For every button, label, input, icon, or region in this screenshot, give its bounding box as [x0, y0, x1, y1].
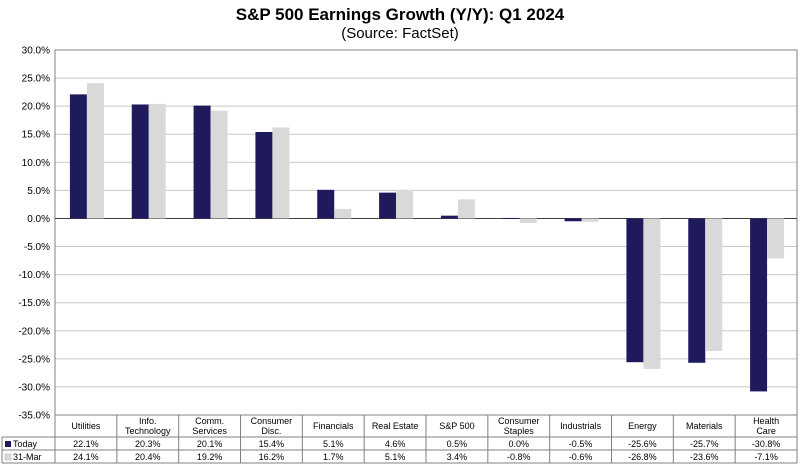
category-label: Staples [504, 426, 535, 436]
category-label: Consumer [498, 416, 540, 426]
category-label: S&P 500 [439, 421, 474, 431]
category-label: Info. [139, 416, 157, 426]
data-label: 20.1% [197, 439, 223, 449]
data-label: -23.6% [690, 452, 719, 462]
data-label: 0.0% [508, 439, 529, 449]
bar-today [688, 218, 706, 363]
chart-title: S&P 500 Earnings Growth (Y/Y): Q1 2024 [235, 5, 565, 24]
legend-key-today [5, 441, 11, 447]
bar-today [564, 218, 582, 222]
bar-today [317, 189, 335, 219]
data-label: 5.1% [385, 452, 406, 462]
bar-31-mar [519, 218, 537, 223]
bar-today [626, 218, 644, 363]
category-label: Comm. [195, 416, 224, 426]
category-label: Materials [686, 421, 723, 431]
data-label: 24.1% [73, 452, 99, 462]
category-label: Care [756, 426, 776, 436]
bar-31-mar [457, 199, 475, 219]
bar-today [440, 215, 458, 219]
y-tick-label: -25.0% [18, 354, 50, 365]
plot-border [54, 49, 798, 416]
legend-key-31-mar [4, 453, 12, 461]
legend-label: Today [13, 439, 38, 449]
y-tick-label: 0.0% [27, 214, 50, 225]
bar-today [255, 131, 273, 219]
y-tick-label: 20.0% [22, 102, 50, 113]
bar-31-mar [705, 218, 723, 351]
data-label: 1.7% [323, 452, 344, 462]
data-label: 3.4% [447, 452, 468, 462]
y-tick-label: 15.0% [22, 130, 50, 141]
y-tick-label: -10.0% [18, 270, 50, 281]
data-label: -25.7% [690, 439, 719, 449]
y-tick-label: -15.0% [18, 298, 50, 309]
bar-31-mar [86, 83, 104, 219]
y-tick-label: -20.0% [18, 326, 50, 337]
category-label: Services [192, 426, 227, 436]
y-tick-label: 5.0% [27, 186, 50, 197]
category-label: Consumer [251, 416, 293, 426]
data-label: 22.1% [73, 439, 99, 449]
legend-label: 31-Mar [13, 452, 42, 462]
data-label: -26.8% [628, 452, 657, 462]
bar-31-mar [334, 208, 352, 219]
data-label: 0.5% [447, 439, 468, 449]
bar-31-mar [148, 103, 166, 219]
data-label: -0.5% [569, 439, 593, 449]
y-tick-label: -30.0% [18, 382, 50, 393]
bar-today [750, 218, 768, 392]
data-label: -25.6% [628, 439, 657, 449]
data-label: 16.2% [259, 452, 285, 462]
data-label: 20.4% [135, 452, 161, 462]
category-label: Health [753, 416, 779, 426]
bar-today [131, 104, 149, 219]
bar-today [193, 105, 211, 219]
y-tick-label: -5.0% [24, 242, 50, 253]
data-label: 19.2% [197, 452, 223, 462]
bar-today [502, 217, 520, 219]
chart-subtitle: (Source: FactSet) [341, 25, 459, 42]
y-tick-label: -35.0% [18, 411, 50, 422]
data-label: -0.8% [507, 452, 531, 462]
y-tick-label: 30.0% [22, 46, 50, 57]
bar-31-mar [396, 189, 414, 219]
data-label: 20.3% [135, 439, 161, 449]
bar-31-mar [643, 218, 661, 369]
y-tick-label: 10.0% [22, 158, 50, 169]
data-label: 15.4% [259, 439, 285, 449]
data-label: 4.6% [385, 439, 406, 449]
bar-31-mar [210, 110, 228, 219]
y-tick-label: 25.0% [22, 74, 50, 85]
bar-31-mar [581, 218, 599, 222]
category-label: Financials [313, 421, 354, 431]
category-label: Disc. [261, 426, 281, 436]
data-label: 5.1% [323, 439, 344, 449]
category-label: Industrials [560, 421, 602, 431]
data-label: -30.8% [752, 439, 781, 449]
data-label: -0.6% [569, 452, 593, 462]
data-label: -7.1% [754, 452, 778, 462]
category-label: Utilities [71, 421, 101, 431]
category-label: Energy [628, 421, 657, 431]
bar-today [379, 192, 397, 219]
bar-31-mar [272, 127, 290, 219]
category-label: Technology [125, 426, 171, 436]
chart-titles: S&P 500 Earnings Growth (Y/Y): Q1 2024 (… [0, 4, 800, 43]
bar-today [69, 94, 87, 219]
bar-31-mar [767, 218, 785, 259]
category-label: Real Estate [372, 421, 419, 431]
